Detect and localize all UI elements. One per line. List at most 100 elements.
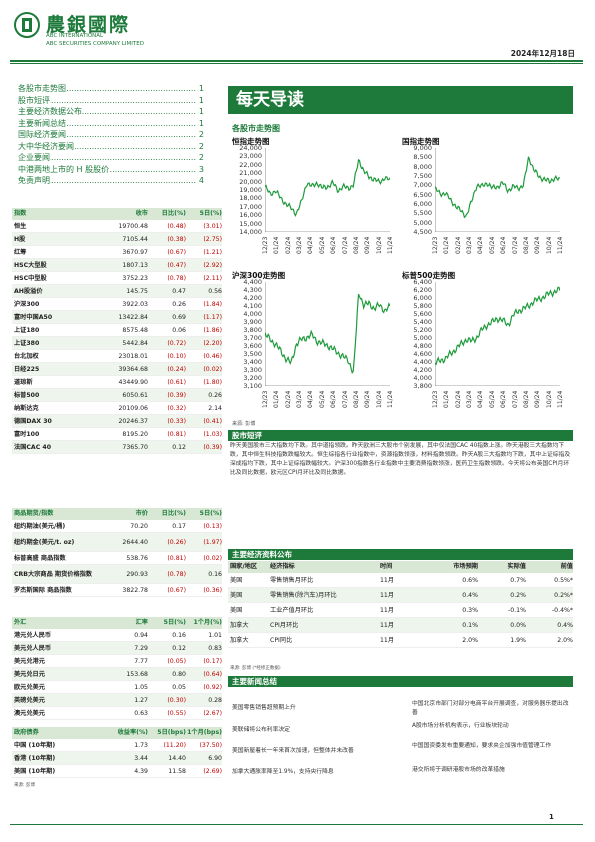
toc-page: 2 [198, 140, 204, 152]
y-tick-label: 3,200 [243, 374, 262, 382]
x-tick-label: 02/24 [284, 236, 292, 254]
y-tick-label: 9,000 [413, 144, 432, 152]
table-cell: 538.76 [126, 555, 148, 562]
table-cell: 0.56 [208, 288, 222, 295]
table-header: 商品期货/指数 市价 日比(%) 5日(%) [12, 508, 222, 520]
table-cell: 法国CAC 40 [14, 444, 52, 451]
table-row: 英磅兑美元 1.27 (0.30) 0.28 [12, 694, 222, 707]
x-tick-label: 06/24 [500, 390, 508, 408]
x-tick-label: 04/24 [477, 390, 485, 408]
x-tick-label: 08/24 [352, 390, 360, 408]
table-row: 上证380 5442.84 (0.72) (2.20) [12, 337, 222, 350]
table-cell: CPI同比 [270, 637, 293, 644]
page-title: 每天导读 [228, 86, 573, 114]
table-cell: 1.05 [134, 684, 148, 691]
x-tick-label: 09/24 [534, 236, 542, 254]
chart-line [265, 293, 390, 375]
table-cell: 0.1% [462, 622, 478, 629]
header-divider-thin [10, 63, 583, 64]
toc-item[interactable]: ........................................… [18, 106, 204, 117]
toc-page: 1 [198, 117, 204, 129]
table-cell: 0.7% [510, 577, 526, 584]
table-cell: 零售销售(除汽车)月环比 [270, 592, 337, 599]
table-row: 美国 工业产值月环比 11月 0.3% -0.1% -0.4%* [228, 603, 573, 618]
table-row: HSC大型股 1807.13 (0.47) (2.92) [12, 259, 222, 272]
x-tick-label: 12/23 [432, 236, 439, 254]
table-cell: 美元兑日元 [14, 671, 45, 678]
table-cell: 19700.48 [118, 223, 148, 230]
table-cell: 0.83 [208, 645, 222, 652]
toc-page: 3 [198, 163, 204, 175]
table-row: 纽约期油(美元/桶) 70.20 0.17 (0.13) [12, 520, 222, 533]
table-cell: 0.4% [557, 622, 573, 629]
table-cell: 0.63 [134, 710, 148, 717]
table-row: 日经225 39364.68 (0.24) (0.02) [12, 363, 222, 376]
chart-plot [435, 148, 560, 232]
table-cell: 7365.70 [122, 444, 148, 451]
table-cell: 11月 [380, 637, 395, 644]
chart-title: 国指走势图 [402, 137, 440, 146]
table-cell: (0.10) [167, 353, 186, 360]
x-tick-label: 05/24 [318, 390, 326, 408]
table-cell: (0.81) [167, 555, 186, 562]
toc-item[interactable]: ........................................… [18, 83, 204, 94]
table-cell: (0.64) [203, 671, 222, 678]
table-row: 道琼斯 43449.90 (0.61) (1.80) [12, 376, 222, 389]
bond-table: 政府债券 收益率(%) 5日(bps) 1个月(bps) 中国 (10年期) 1.73 (1… [12, 727, 222, 778]
chart-line [265, 158, 390, 218]
news-item: 中国国资委发布重要通知，要求央企加强市值管理工作 [412, 743, 552, 749]
chart-plot [435, 282, 560, 386]
report-date: 2024年12月18日 [510, 49, 575, 58]
y-tick-label: 4,500 [413, 228, 432, 236]
y-tick-label: 6,500 [413, 190, 432, 199]
toc-item[interactable]: ........................................… [18, 129, 204, 140]
table-cell: (2.92) [203, 262, 222, 269]
toc-item[interactable]: ........................................… [18, 117, 204, 129]
table-cell: (0.36) [203, 587, 222, 594]
x-tick-label: 03/24 [466, 390, 474, 408]
table-cell: 0.26 [208, 392, 222, 399]
table-header: 指数 收市 日比(%) 5日(%) [12, 208, 222, 220]
x-tick-label: 09/24 [534, 390, 542, 408]
toc-label: 股市短评 [18, 95, 50, 105]
table-row: 标普500 6050.61 (0.39) 0.26 [12, 389, 222, 402]
table-cell: 70.20 [130, 523, 148, 530]
table-cell: 11月 [380, 607, 395, 614]
table-cell: 标普500 [14, 392, 40, 399]
y-tick-label: 4,300 [243, 286, 262, 294]
table-cell: 0.16 [172, 632, 186, 639]
x-tick-label: 10/24 [545, 390, 553, 408]
table-cell: (0.92) [203, 684, 222, 691]
header-cell: 时间 [380, 563, 393, 570]
table-cell: (1.80) [203, 379, 222, 386]
table-cell: 工业产值月环比 [270, 607, 314, 614]
toc-page: 2 [198, 129, 204, 140]
x-tick-label: 07/24 [511, 236, 519, 254]
table-header: 外汇 汇率 5日(%) 1个月(%) [12, 617, 222, 629]
x-tick-label: 05/24 [318, 236, 326, 254]
toc-item[interactable]: ........................................… [18, 94, 204, 106]
table-cell: 0.12 [172, 444, 186, 451]
chart-source: 来源: 彭博 [232, 421, 256, 427]
y-tick-label: 5,200 [413, 326, 432, 334]
table-cell: 澳元兑美元 [14, 710, 45, 717]
table-cell: 0.26 [172, 301, 186, 308]
x-tick-label: 01/24 [443, 236, 451, 254]
toc-item[interactable]: ........................................… [18, 175, 204, 186]
table-cell: CRB大宗商品 期货价格指数 [14, 570, 93, 578]
header-cell: 实际值 [507, 563, 526, 570]
x-tick-label: 01/24 [273, 390, 281, 408]
toc-item[interactable]: ........................................… [18, 140, 204, 152]
table-row: H股 7105.44 (0.38) (2.75) [12, 233, 222, 246]
table-cell: 香港 (10年期) [14, 755, 56, 762]
table-cell: (0.26) [167, 538, 186, 546]
y-tick-label: 20,000 [239, 177, 262, 186]
y-tick-label: 15,000 [239, 219, 262, 228]
x-tick-label: 07/24 [511, 390, 519, 408]
table-cell: (2.20) [203, 340, 222, 347]
toc-item[interactable]: ........................................… [18, 152, 204, 163]
table-cell: 11月 [380, 577, 395, 584]
table-cell: (1.03) [203, 431, 222, 438]
toc-item[interactable]: ........................................… [18, 163, 204, 175]
table-row: 标普高盛 商品指数 538.76 (0.81) (0.02) [12, 552, 222, 565]
